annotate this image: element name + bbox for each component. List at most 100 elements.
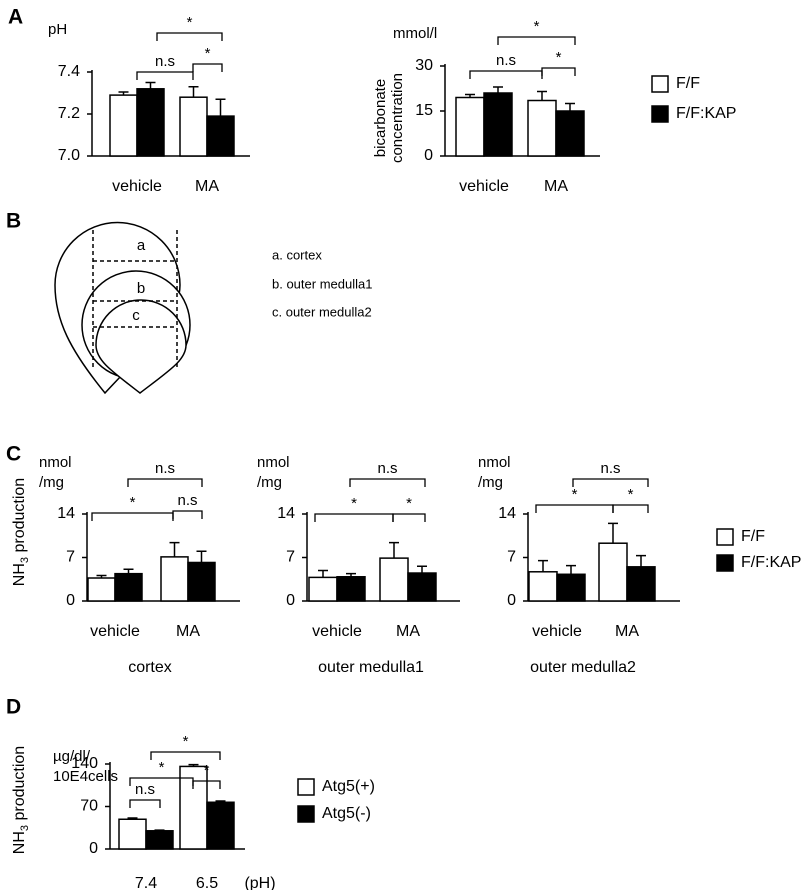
bar xyxy=(136,88,165,157)
chart-subtitle: outer medulla2 xyxy=(530,659,636,676)
legend-label: F/F xyxy=(676,75,700,92)
significance-bracket xyxy=(572,478,649,487)
y-tick-label: 7 xyxy=(66,549,75,566)
unit-label: mmol/l xyxy=(393,25,437,42)
error-bar xyxy=(215,800,226,803)
y-tick-label: 0 xyxy=(66,592,75,609)
significance-label: * xyxy=(534,18,540,35)
legend-label: Atg5(+) xyxy=(322,778,375,795)
error-bar xyxy=(636,554,646,567)
region-legend: a. cortex xyxy=(272,247,322,262)
legend-swatch xyxy=(651,75,669,93)
unit-label: /mg xyxy=(257,474,282,491)
bar xyxy=(206,115,235,157)
legend-label: F/F:KAP xyxy=(741,554,801,571)
bar xyxy=(556,573,586,602)
y-tick-label: 30 xyxy=(415,57,433,74)
significance-label: n.s xyxy=(155,53,175,70)
x-axis-label: (pH) xyxy=(244,875,275,890)
error-bar xyxy=(538,559,548,572)
x-tick-label: vehicle xyxy=(90,623,140,640)
y-axis-label-sub: 3 xyxy=(19,825,31,831)
error-bar xyxy=(537,90,547,101)
significance-bracket xyxy=(541,67,576,76)
unit-label: pH xyxy=(48,21,67,38)
region-label: b xyxy=(137,280,145,297)
bar xyxy=(336,576,366,602)
unit-label: /mg xyxy=(478,474,503,491)
bar xyxy=(626,566,656,602)
error-bar xyxy=(96,574,107,579)
bar xyxy=(206,801,235,850)
bar xyxy=(160,556,189,602)
error-bar xyxy=(215,98,226,117)
x-tick-label: MA xyxy=(176,623,200,640)
dashed-lines xyxy=(92,230,178,368)
significance-bracket xyxy=(535,504,614,513)
error-bar xyxy=(417,565,427,574)
significance-label: * xyxy=(572,486,578,503)
x-tick-label: vehicle xyxy=(459,178,509,195)
panel-label: D xyxy=(6,696,21,719)
y-axis-label-sub: 3 xyxy=(19,557,31,563)
error-bar xyxy=(188,85,199,98)
y-axis-label: NH3 production xyxy=(11,746,31,854)
unit-label: 10E4cells xyxy=(53,768,118,785)
significance-label: n.s xyxy=(600,460,620,477)
significance-label: n.s xyxy=(377,460,397,477)
x-tick-label: 6.5 xyxy=(196,875,218,890)
unit-label: /mg xyxy=(39,474,64,491)
bar xyxy=(483,92,513,157)
bar xyxy=(187,561,216,602)
unit-label: µg/dl/ xyxy=(53,748,91,765)
significance-label: * xyxy=(183,733,189,750)
significance-label: n.s xyxy=(155,460,175,477)
y-tick-label: 140 xyxy=(71,755,98,772)
significance-bracket xyxy=(129,799,161,808)
y-tick-label: 0 xyxy=(89,840,98,857)
y-tick-label: 7 xyxy=(507,549,516,566)
bar xyxy=(555,110,585,157)
error-bar xyxy=(169,541,180,557)
bar xyxy=(407,572,437,602)
panel-label: C xyxy=(6,443,21,466)
x-tick-label: 7.4 xyxy=(135,875,157,890)
significance-label: n.s xyxy=(177,492,197,509)
significance-label: * xyxy=(556,49,562,66)
significance-bracket xyxy=(192,63,223,72)
legend-swatch xyxy=(297,778,315,796)
legend-label: F/F:KAP xyxy=(676,105,736,122)
error-bar xyxy=(118,91,129,96)
x-tick-label: vehicle xyxy=(312,623,362,640)
legend-label: F/F xyxy=(741,528,765,545)
y-tick-label: 7.4 xyxy=(58,63,80,80)
error-bar xyxy=(196,550,207,563)
legend-swatch xyxy=(651,105,669,123)
error-bar xyxy=(318,569,328,578)
bar xyxy=(114,572,143,602)
significance-bracket xyxy=(136,71,194,80)
significance-bracket xyxy=(156,32,223,41)
error-bar xyxy=(608,522,618,544)
bar xyxy=(118,818,147,850)
bar xyxy=(528,571,558,602)
bar xyxy=(379,557,409,602)
bar xyxy=(179,96,208,157)
error-bar xyxy=(346,572,356,577)
error-bar xyxy=(154,829,165,831)
bar xyxy=(308,576,338,602)
y-tick-label: 7 xyxy=(286,549,295,566)
y-axis-label-part: NH xyxy=(11,563,28,586)
chart-subtitle: cortex xyxy=(128,659,172,676)
x-tick-label: vehicle xyxy=(532,623,582,640)
y-tick-label: 14 xyxy=(277,505,295,522)
significance-bracket xyxy=(469,70,543,79)
y-tick-label: 0 xyxy=(286,592,295,609)
error-bar xyxy=(565,102,575,111)
y-axis-label-part: production xyxy=(11,746,28,825)
error-bar xyxy=(145,81,156,89)
significance-bracket xyxy=(349,478,426,487)
y-tick-label: 14 xyxy=(57,505,75,522)
error-bar xyxy=(465,93,475,98)
